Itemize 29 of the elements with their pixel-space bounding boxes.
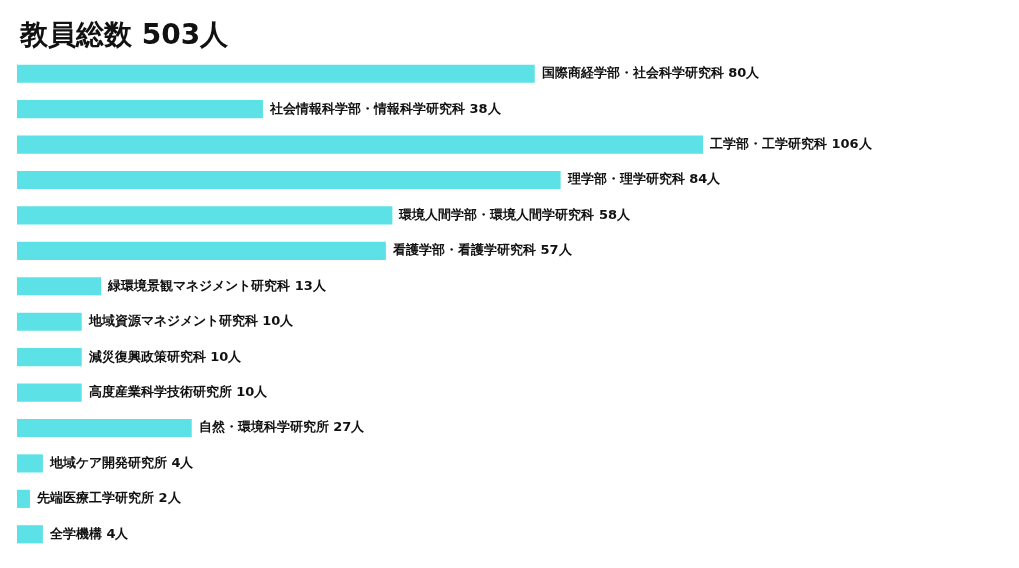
data-label: 自然・環境科学研究所 27人 [198,419,366,435]
chart-title: 教員総数 503人 [20,17,229,53]
bar [17,418,192,438]
data-label: 先端医療工学研究所 2人 [35,490,182,506]
bar [17,135,703,154]
bar [17,277,102,296]
bar [17,454,43,473]
bar [17,170,561,190]
bar [17,241,386,260]
bar [17,64,535,83]
data-label: 理学部・理学研究科 84人 [566,171,722,187]
data-label: 全学機構 4人 [48,525,130,541]
data-label: 工学部・工学研究科 106人 [709,135,873,151]
data-label: 地域ケア開発研究所 4人 [48,454,195,470]
data-label: 高度産業科学技術研究所 10人 [88,383,269,399]
bar [17,206,393,225]
bar [17,100,263,119]
bar [17,383,82,402]
data-label: 社会情報科学部・情報科学研究科 38人 [268,100,502,116]
data-label: 緑環境景観マネジメント研究科 13人 [107,277,327,293]
data-label: 環境人間学部・環境人間学研究科 58人 [398,206,631,222]
data-label: 国際商経学部・社会科学研究科 80人 [541,65,761,81]
bar [17,525,43,544]
data-label: 看護学部・看護学研究科 57人 [391,242,573,258]
data-label: 地域資源マネジメント研究科 10人 [87,313,295,329]
bar [17,312,82,331]
bar [17,348,82,367]
data-label: 減災復興政策研究科 10人 [87,348,243,364]
bar [17,489,30,508]
